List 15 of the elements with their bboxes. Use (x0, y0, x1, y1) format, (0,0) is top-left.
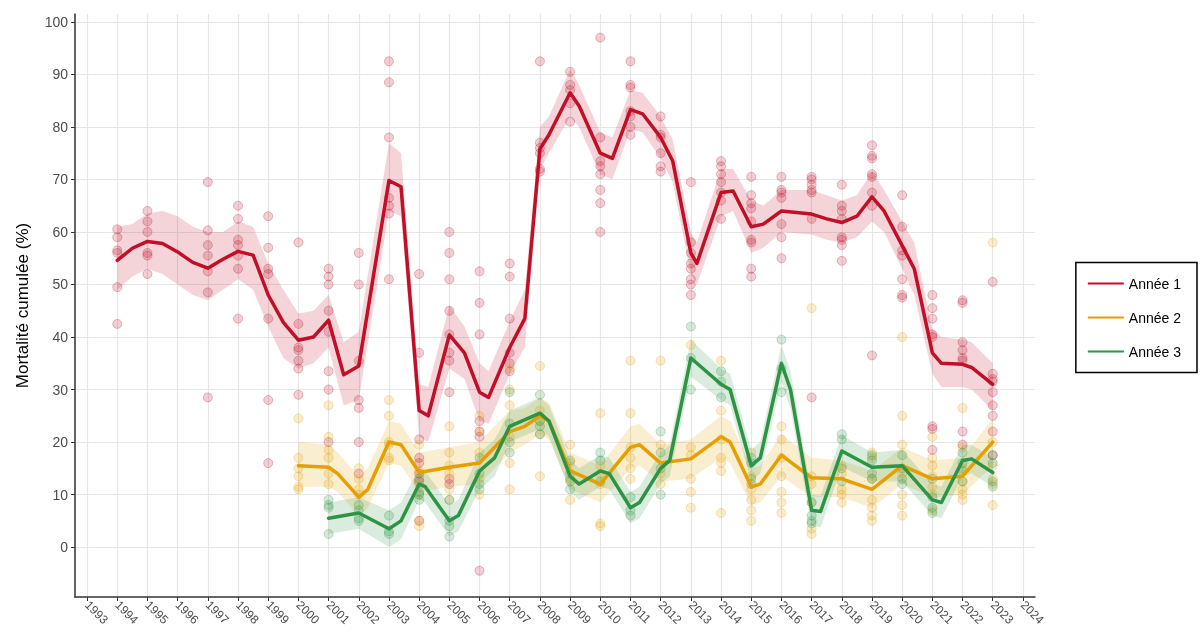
y-tick-label: 50 (52, 276, 69, 293)
y-tick-label: 90 (52, 66, 69, 83)
legend-label: Année 2 (1128, 309, 1182, 326)
legend-label: Année 1 (1128, 275, 1182, 292)
y-tick-label: 80 (52, 118, 69, 135)
y-tick-label: 40 (52, 329, 69, 346)
y-tick-label: 100 (44, 13, 69, 30)
legend-label: Année 3 (1128, 343, 1182, 360)
y-tick-label: 60 (52, 223, 69, 240)
y-axis-title: Mortalité cumulée (%) (13, 222, 32, 389)
y-tick-label: 70 (52, 171, 69, 188)
y-tick-label: 30 (52, 381, 69, 398)
y-tick-label: 0 (60, 539, 69, 556)
y-tick-label: 10 (52, 486, 69, 503)
y-tick-label: 20 (52, 434, 69, 451)
